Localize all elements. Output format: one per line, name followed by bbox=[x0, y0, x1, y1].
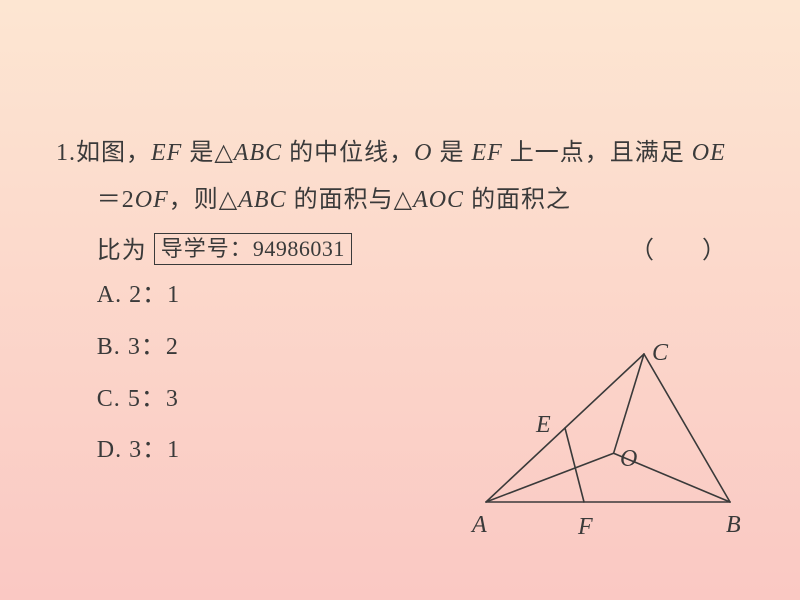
opt-B-label: B. bbox=[97, 334, 121, 360]
t1: 如图， bbox=[76, 140, 151, 166]
var-OE: OE bbox=[692, 140, 726, 166]
triangle-figure: C E O A F B bbox=[466, 342, 750, 524]
opt-D-l: 3 bbox=[129, 437, 142, 463]
t10: 比为 bbox=[97, 238, 147, 264]
t8: 的面积与 bbox=[287, 187, 394, 213]
opt-D-label: D. bbox=[97, 437, 122, 463]
guide-box: 导学号：94986031 bbox=[154, 233, 352, 266]
opt-B-l: 3 bbox=[128, 334, 141, 360]
label-A: A bbox=[472, 502, 487, 549]
var-O: O bbox=[414, 140, 432, 166]
t3: 的中位线， bbox=[282, 140, 414, 166]
guide-label: 导学号： bbox=[161, 236, 253, 261]
option-B: B. 3：2 bbox=[97, 322, 180, 374]
t4: 是 bbox=[432, 140, 471, 166]
opt-A-sep: ： bbox=[142, 282, 167, 308]
page: 1.如图，EF 是△ABC 的中位线，O 是 EF 上一点，且满足 OE＝2OF… bbox=[0, 0, 800, 600]
var-EF2: EF bbox=[471, 140, 502, 166]
opt-C-sep: ： bbox=[141, 386, 166, 412]
label-O: O bbox=[620, 436, 637, 483]
figure-svg bbox=[466, 342, 750, 524]
tri3: △ bbox=[394, 186, 413, 213]
tri2: △ bbox=[219, 186, 238, 213]
label-B: B bbox=[726, 502, 741, 549]
opt-D-r: 1 bbox=[167, 437, 180, 463]
var-OF: OF bbox=[135, 187, 169, 213]
t5: 上一点，且满 bbox=[503, 140, 660, 166]
var-AOC: AOC bbox=[413, 187, 464, 213]
q-number: 1. bbox=[56, 140, 76, 166]
opt-A-l: 2 bbox=[129, 282, 142, 308]
label-C: C bbox=[652, 330, 668, 377]
option-A: A. 2：1 bbox=[97, 270, 180, 322]
t6: 足 bbox=[660, 140, 692, 166]
opt-C-l: 5 bbox=[128, 386, 141, 412]
opt-C-r: 3 bbox=[166, 386, 179, 412]
eq: ＝ bbox=[97, 187, 122, 213]
var-EF: EF bbox=[151, 140, 182, 166]
opt-A-label: A. bbox=[97, 282, 122, 308]
tri1: △ bbox=[214, 139, 233, 166]
var-ABC1: ABC bbox=[234, 140, 282, 166]
opt-B-sep: ： bbox=[141, 334, 166, 360]
opt-D-sep: ： bbox=[142, 437, 167, 463]
option-C: C. 5：3 bbox=[97, 374, 180, 426]
options-list: A. 2：1 B. 3：2 C. 5：3 D. 3：1 bbox=[97, 270, 180, 476]
two: 2 bbox=[122, 187, 135, 213]
option-D: D. 3：1 bbox=[97, 425, 180, 477]
opt-B-r: 2 bbox=[166, 334, 179, 360]
label-E: E bbox=[536, 402, 551, 449]
row3-left: 比为 导学号：94986031 bbox=[97, 228, 352, 275]
opt-C-label: C. bbox=[97, 386, 121, 412]
t9: 的面积之 bbox=[464, 187, 571, 213]
stem-row3: 比为 导学号：94986031 （ ） bbox=[56, 228, 744, 275]
question-stem: 1.如图，EF 是△ABC 的中位线，O 是 EF 上一点，且满足 OE＝2OF… bbox=[56, 130, 744, 224]
opt-A-r: 1 bbox=[167, 282, 180, 308]
t7: ，则 bbox=[169, 187, 219, 213]
answer-paren: （ ） bbox=[630, 228, 744, 275]
label-F: F bbox=[578, 504, 593, 551]
t2: 是 bbox=[182, 140, 214, 166]
guide-number: 94986031 bbox=[253, 236, 345, 261]
var-ABC2: ABC bbox=[238, 187, 286, 213]
